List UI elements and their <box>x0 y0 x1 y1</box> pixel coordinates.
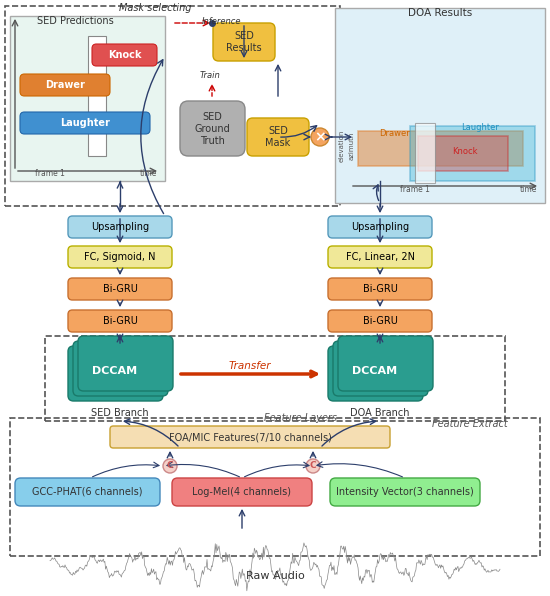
Text: SED
Ground
Truth: SED Ground Truth <box>194 113 230 145</box>
Text: Drawer: Drawer <box>379 129 410 138</box>
FancyBboxPatch shape <box>68 246 172 268</box>
Text: time: time <box>519 185 537 194</box>
Bar <box>358 131 523 166</box>
Text: Feature Layers: Feature Layers <box>263 413 337 423</box>
FancyBboxPatch shape <box>213 23 275 61</box>
Text: FC, Linear, 2N: FC, Linear, 2N <box>345 252 415 262</box>
FancyBboxPatch shape <box>328 278 432 300</box>
Text: DCCAM: DCCAM <box>353 366 398 376</box>
Text: SED
Mask: SED Mask <box>265 126 290 148</box>
Text: Knock: Knock <box>452 147 478 156</box>
Bar <box>10 16 165 181</box>
Text: Feature Extract: Feature Extract <box>432 419 508 429</box>
Text: Log-Mel(4 channels): Log-Mel(4 channels) <box>192 487 292 497</box>
Text: frame 1: frame 1 <box>35 169 65 178</box>
Text: FOA/MIC Features(7/10 channels): FOA/MIC Features(7/10 channels) <box>168 432 332 442</box>
Bar <box>410 126 535 181</box>
Text: Bi-GRU: Bi-GRU <box>362 316 398 326</box>
Circle shape <box>306 459 320 473</box>
Text: Intensity Vector(3 channels): Intensity Vector(3 channels) <box>336 487 474 497</box>
Text: Upsampling: Upsampling <box>91 222 149 232</box>
Text: C: C <box>167 461 173 470</box>
Text: DOA Results: DOA Results <box>408 8 472 18</box>
Bar <box>45 336 505 421</box>
Circle shape <box>163 459 177 473</box>
FancyBboxPatch shape <box>328 216 432 238</box>
FancyBboxPatch shape <box>338 336 433 391</box>
FancyBboxPatch shape <box>15 478 160 506</box>
Text: Knock: Knock <box>108 50 142 60</box>
Bar <box>418 136 508 171</box>
Text: elevation: elevation <box>339 130 345 162</box>
FancyBboxPatch shape <box>68 310 172 332</box>
Text: Train: Train <box>200 72 221 80</box>
Text: FC, Sigmoid, N: FC, Sigmoid, N <box>84 252 156 262</box>
Text: Raw Audio: Raw Audio <box>246 571 304 581</box>
FancyBboxPatch shape <box>20 112 150 134</box>
FancyBboxPatch shape <box>328 246 432 268</box>
Text: Drawer: Drawer <box>45 80 85 90</box>
Text: Bi-GRU: Bi-GRU <box>362 284 398 294</box>
Bar <box>10 418 540 556</box>
FancyBboxPatch shape <box>172 478 312 506</box>
Text: Mask selecting: Mask selecting <box>119 3 191 13</box>
Text: Laughter: Laughter <box>461 123 499 132</box>
Text: DCCAM: DCCAM <box>92 366 138 376</box>
Text: DOA Branch: DOA Branch <box>350 408 410 418</box>
FancyBboxPatch shape <box>20 74 110 96</box>
FancyBboxPatch shape <box>110 426 390 448</box>
FancyBboxPatch shape <box>180 101 245 156</box>
Bar <box>88 36 106 156</box>
Circle shape <box>311 128 329 146</box>
FancyBboxPatch shape <box>68 216 172 238</box>
Text: Bi-GRU: Bi-GRU <box>102 316 138 326</box>
Text: azimuth: azimuth <box>349 132 355 160</box>
FancyBboxPatch shape <box>73 341 168 396</box>
FancyBboxPatch shape <box>247 118 309 156</box>
FancyBboxPatch shape <box>328 310 432 332</box>
FancyBboxPatch shape <box>68 278 172 300</box>
Text: ×: × <box>314 130 326 144</box>
Bar <box>335 8 545 203</box>
Text: Upsampling: Upsampling <box>351 222 409 232</box>
Text: GCC-PHAT(6 channels): GCC-PHAT(6 channels) <box>32 487 142 497</box>
FancyBboxPatch shape <box>328 346 423 401</box>
Bar <box>415 123 435 183</box>
Text: SED Predictions: SED Predictions <box>37 16 113 26</box>
FancyBboxPatch shape <box>78 336 173 391</box>
FancyBboxPatch shape <box>68 346 163 401</box>
Text: Bi-GRU: Bi-GRU <box>102 284 138 294</box>
Text: Laughter: Laughter <box>60 118 110 128</box>
Text: SED Branch: SED Branch <box>91 408 149 418</box>
Text: time: time <box>139 169 157 178</box>
Text: Inference: Inference <box>202 17 242 26</box>
FancyBboxPatch shape <box>330 478 480 506</box>
FancyBboxPatch shape <box>333 341 428 396</box>
Text: Transfer: Transfer <box>229 361 271 371</box>
Text: C: C <box>310 461 316 470</box>
Bar <box>5 6 340 206</box>
Text: frame 1: frame 1 <box>400 185 430 194</box>
Text: SED
Results: SED Results <box>226 31 262 53</box>
FancyBboxPatch shape <box>92 44 157 66</box>
